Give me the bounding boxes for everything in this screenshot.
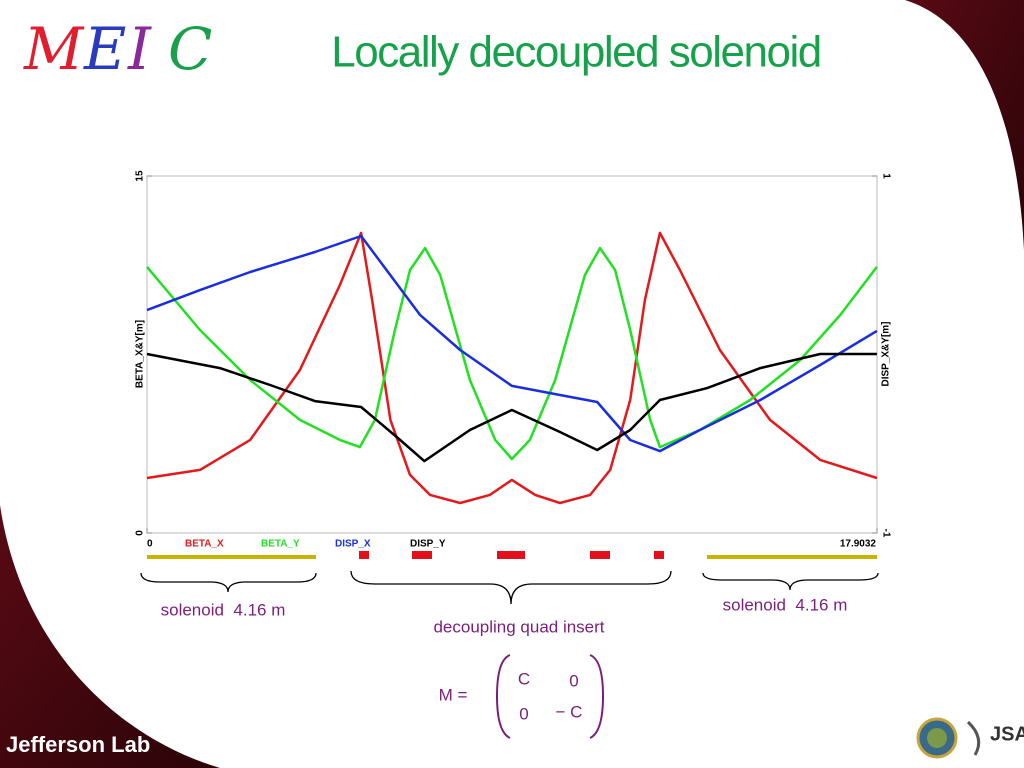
quad-element [359,551,369,559]
legend-label: DISP_X [335,539,371,550]
y2-tick-label: 1 [880,173,891,179]
seal-logo [927,728,947,748]
matrix-cell: − C [556,702,583,721]
quad-element [497,551,525,559]
logo-letter: M [23,15,85,83]
corner-swoosh [905,0,1024,250]
jsa-swoosh [966,720,981,756]
annotation: solenoid 4.16 m [723,595,848,614]
footer-lab: Jefferson Lab [6,732,150,757]
series-line [146,231,878,505]
matrix-cell: 0 [519,704,528,723]
corner-swoosh [0,505,220,768]
matrix-lhs: M = [439,685,468,704]
logo-letter: E [83,15,126,83]
bracket [589,654,605,739]
annotation: decoupling quad insert [433,617,604,636]
matrix-cell: 0 [569,671,578,690]
quad-element [590,551,610,559]
quad-element [654,551,664,559]
matrix-brackets [495,654,605,739]
matrix-cell: C [518,669,530,688]
legend-label: BETA_X [185,539,224,550]
y2-axis-label: DISP_X&Y[m] [881,321,892,386]
footer-jsa: JSA [990,723,1024,745]
logo-letter: C [168,15,212,83]
lattice-elements [147,551,877,559]
legend-label: DISP_Y [410,539,446,550]
series-line [146,246,878,461]
chart: 0 15 -1 1 0 17.9032 BETA_X&Y[m] DISP_X&Y[m] BETA… [135,170,892,550]
x-tick-label: 17.9032 [840,539,877,550]
legend-label: BETA_Y [261,539,300,550]
brace [350,570,672,605]
y-axis-label: BETA_X&Y[m] [135,320,146,388]
slide-title: Locally decoupled solenoid [331,28,820,77]
x-tick-label: 0 [147,539,153,550]
braces [140,570,879,605]
logo: M E I C [23,15,212,83]
annotation: solenoid 4.16 m [161,600,286,619]
bracket [495,654,511,739]
quad-element [412,551,432,559]
brace [140,572,317,593]
y2-tick-label: -1 [880,529,891,538]
series-line [146,234,878,453]
logo-letter: I [127,15,152,83]
series-line [146,352,877,463]
y-tick-label: 0 [135,530,146,536]
brace [702,572,879,591]
y-tick-label: 15 [135,170,146,182]
